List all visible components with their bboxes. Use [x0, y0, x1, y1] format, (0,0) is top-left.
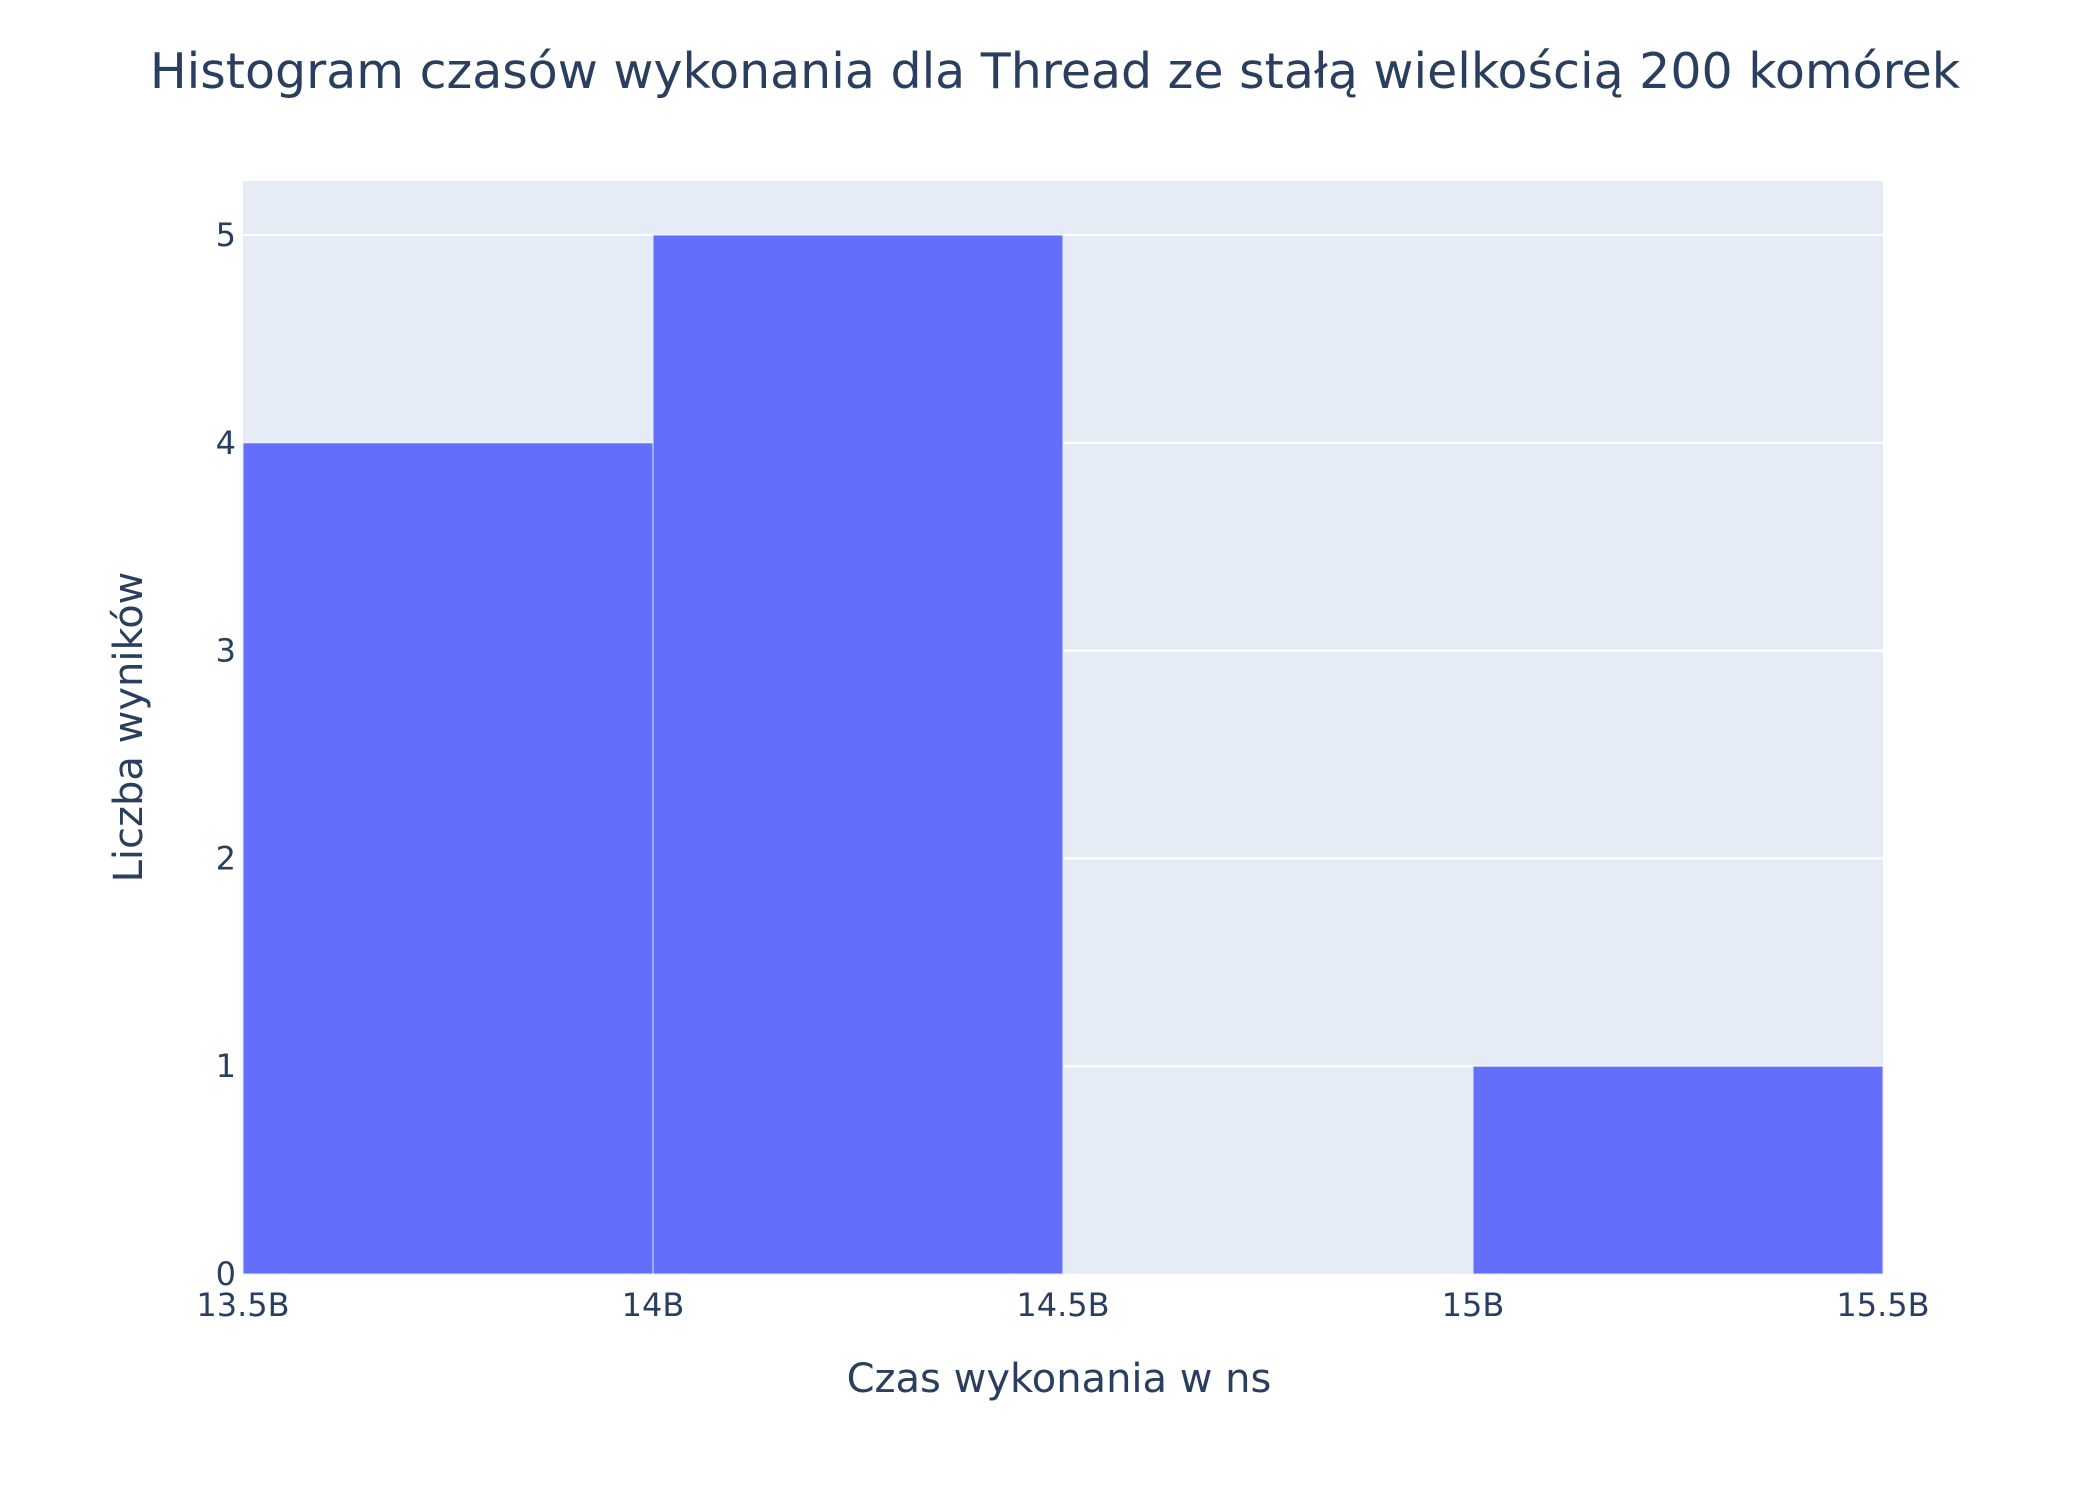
x-axis-ticks: 13.5B 14B 14.5B 15B 15.5B [196, 1286, 1929, 1324]
y-axis-ticks: 0 1 2 3 4 5 [216, 216, 236, 1293]
x-tick-label: 14B [622, 1286, 685, 1324]
histogram-bar [242, 442, 654, 1275]
y-axis-title: Liczba wyników [106, 572, 152, 883]
y-tick-label: 4 [216, 424, 236, 462]
x-tick-label: 15B [1442, 1286, 1505, 1324]
x-tick-label: 14.5B [1016, 1286, 1109, 1324]
y-tick-label: 1 [216, 1047, 236, 1085]
y-tick-label: 0 [216, 1255, 236, 1293]
x-tick-label: 15.5B [1836, 1286, 1929, 1324]
chart-title: Histogram czasów wykonania dla Thread ze… [150, 43, 1961, 100]
x-tick-label: 13.5B [196, 1286, 289, 1324]
histogram-bar [652, 234, 1064, 1275]
y-tick-label: 5 [216, 216, 236, 254]
y-tick-label: 3 [216, 632, 236, 670]
histogram-bar [1472, 1065, 1884, 1275]
bars [242, 234, 1884, 1275]
y-tick-label: 2 [216, 839, 236, 877]
x-axis-title: Czas wykonania w ns [847, 1356, 1272, 1402]
